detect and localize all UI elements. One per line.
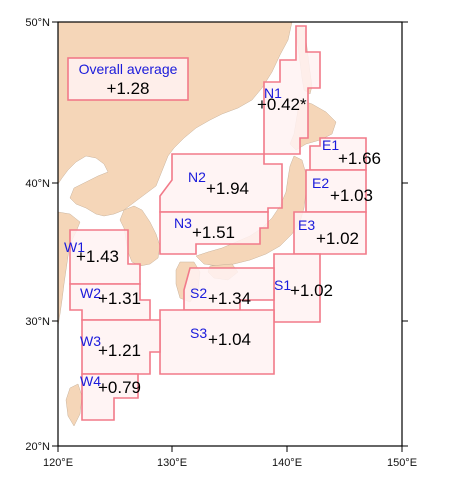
region-E2-code: E2 [312, 175, 329, 191]
overall-average-value: +1.28 [106, 79, 149, 98]
region-W1-value: +1.43 [76, 247, 119, 266]
map-frame [57, 21, 403, 447]
region-E3-code: E3 [298, 217, 315, 233]
lon-label-120: 120°E [43, 457, 73, 469]
regions-layer [69, 25, 367, 421]
region-S3-value: +1.04 [208, 330, 251, 349]
overall-average-panel: Overall average +1.28 [67, 57, 189, 101]
region-S1-value: +1.02 [290, 281, 333, 300]
lon-label-140: 140°E [272, 457, 302, 469]
region-W1-code: W1 [64, 239, 85, 255]
region-N2-value: +1.94 [206, 179, 249, 198]
region-W3-code: W3 [80, 333, 101, 349]
region-W4-code: W4 [80, 373, 101, 389]
region-E1-value: +1.66 [338, 149, 381, 168]
region-N3-value: +1.51 [192, 223, 235, 242]
region-N2-code: N2 [188, 169, 206, 185]
region-W2-value: +1.31 [98, 289, 141, 308]
lat-label-20: 20°N [25, 441, 50, 453]
region-N3-code: N3 [174, 215, 192, 231]
region-S2-box [183, 267, 275, 311]
region-E3-value: +1.02 [316, 229, 359, 248]
lat-labels: 50°N 40°N 30°N 20°N [25, 17, 50, 453]
lat-label-30: 30°N [25, 316, 50, 328]
region-labels: N1 +0.42* N2 +1.94 N3 +1.51 E1 +1.66 E2 … [64, 85, 381, 397]
region-E1-code: E1 [322, 137, 339, 153]
lon-ticks [57, 446, 403, 452]
lat-label-40: 40°N [25, 178, 50, 190]
region-N2-box [159, 153, 283, 213]
overall-average-box [67, 57, 189, 101]
region-E2-value: +1.03 [330, 186, 373, 205]
region-S2-code: S2 [190, 285, 207, 301]
region-N1-box [263, 25, 321, 155]
lat-label-50: 50°N [25, 17, 50, 29]
land-taiwan [65, 383, 83, 427]
lat-ticks [52, 21, 408, 447]
region-W3-value: +1.21 [98, 341, 141, 360]
region-S2-value: +1.34 [208, 289, 251, 308]
region-W2-code: W2 [80, 285, 101, 301]
region-N3-box [159, 211, 269, 255]
region-N1-value: +0.42* [257, 95, 307, 114]
overall-average-title: Overall average [79, 61, 178, 77]
region-W4-box [81, 373, 139, 421]
region-N1-code: N1 [264, 85, 282, 101]
region-S3-code: S3 [190, 325, 207, 341]
region-W4-value: +0.79 [98, 378, 141, 397]
lon-label-130: 130°E [157, 457, 187, 469]
land-china-south [57, 211, 81, 327]
region-S1-code: S1 [274, 277, 291, 293]
region-E3-box [293, 211, 367, 255]
lon-label-150: 150°E [387, 457, 417, 469]
lon-labels: 120°E 130°E 140°E 150°E [43, 457, 417, 469]
